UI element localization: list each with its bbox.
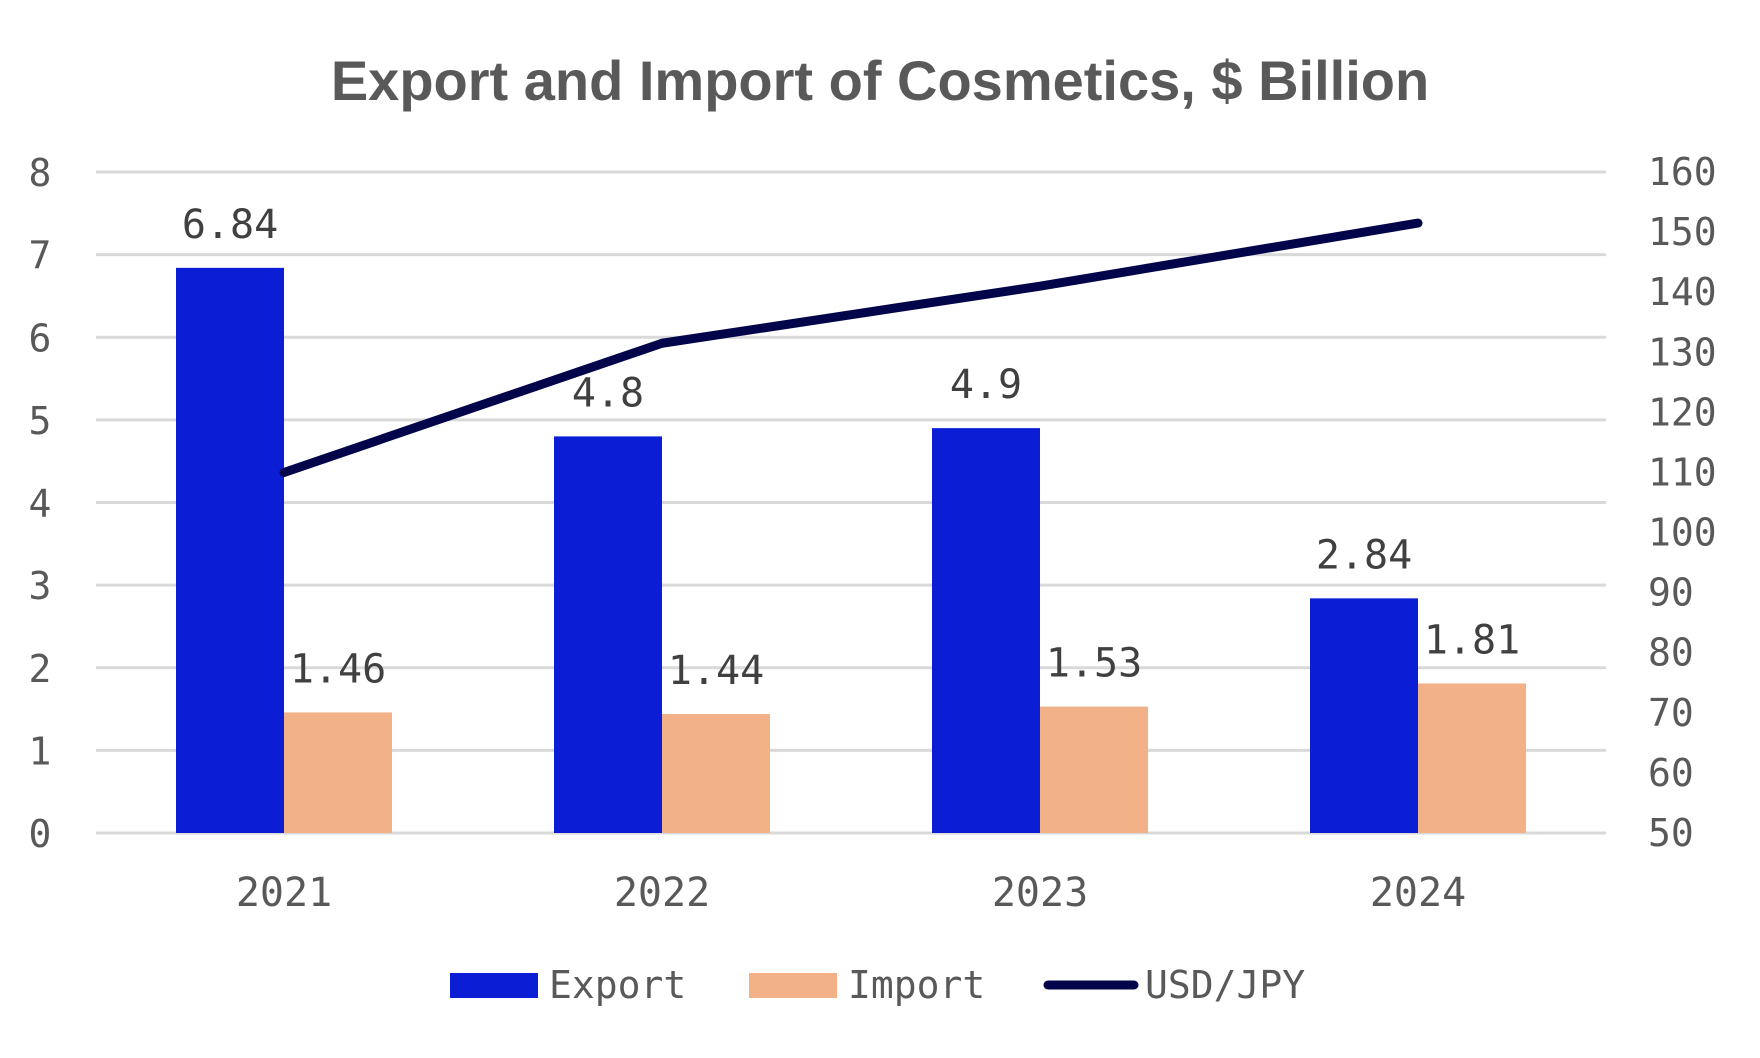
right-axis-tick-label: 120 xyxy=(1648,390,1717,434)
data-label-import-2022: 1.44 xyxy=(668,648,764,694)
left-axis-tick-label: 0 xyxy=(29,812,52,856)
bar-export-2021[interactable] xyxy=(176,267,284,834)
left-axis-tick-label: 6 xyxy=(29,316,52,360)
left-axis-tick-label: 4 xyxy=(29,482,52,526)
data-label-import-2021: 1.46 xyxy=(290,646,386,692)
x-axis-tick-label: 2024 xyxy=(1370,870,1466,916)
right-axis-tick-label: 60 xyxy=(1648,751,1694,795)
line-usd-jpy[interactable] xyxy=(279,218,1423,477)
chart-title: Export and Import of Cosmetics, $ Billio… xyxy=(331,49,1429,112)
right-axis-tick-label: 160 xyxy=(1648,150,1717,194)
usd-jpy-line-series xyxy=(279,218,1423,477)
legend-label-import[interactable]: Import xyxy=(848,963,985,1007)
data-label-export-2021: 6.84 xyxy=(182,202,278,248)
right-axis-tick-label: 50 xyxy=(1648,811,1694,855)
bar-export-2024[interactable] xyxy=(1310,598,1418,833)
right-y-axis: 50 60 70 80 90 100 110 120 130 140 150 160 xyxy=(1648,150,1717,855)
right-axis-tick-label: 70 xyxy=(1648,691,1694,735)
x-axis: 2021 2022 2023 2024 xyxy=(236,870,1466,916)
data-label-import-2024: 1.81 xyxy=(1424,617,1520,663)
right-axis-tick-label: 80 xyxy=(1648,631,1694,675)
right-axis-tick-label: 110 xyxy=(1648,450,1717,494)
legend-swatch-import xyxy=(749,973,837,998)
left-axis-tick-label: 3 xyxy=(29,564,52,608)
right-axis-tick-label: 90 xyxy=(1648,571,1694,615)
bar-import-2023[interactable] xyxy=(1040,706,1148,833)
left-y-axis: 0 1 2 3 4 5 6 7 8 xyxy=(29,151,52,856)
x-axis-tick-label: 2022 xyxy=(614,870,710,916)
data-label-export-2023: 4.9 xyxy=(950,362,1022,408)
bar-import-2024[interactable] xyxy=(1418,683,1526,833)
right-axis-tick-label: 140 xyxy=(1648,270,1717,314)
bar-export-2022[interactable] xyxy=(554,436,662,833)
x-axis-tick-label: 2021 xyxy=(236,870,332,916)
legend-label-usd-jpy[interactable]: USD/JPY xyxy=(1145,963,1305,1007)
left-axis-tick-label: 8 xyxy=(29,151,52,195)
right-axis-tick-label: 150 xyxy=(1648,210,1717,254)
data-label-export-2022: 4.8 xyxy=(572,370,644,416)
left-axis-tick-label: 5 xyxy=(29,399,52,443)
left-axis-tick-label: 1 xyxy=(29,729,52,773)
bar-export-2023[interactable] xyxy=(932,428,1040,833)
legend: Export Import USD/JPY xyxy=(450,963,1305,1007)
left-axis-tick-label: 2 xyxy=(29,647,52,691)
right-axis-tick-label: 130 xyxy=(1648,330,1717,374)
legend-swatch-export xyxy=(450,973,538,998)
right-axis-tick-label: 100 xyxy=(1648,511,1717,555)
data-label-import-2023: 1.53 xyxy=(1046,641,1142,687)
x-axis-tick-label: 2023 xyxy=(992,870,1088,916)
legend-label-export[interactable]: Export xyxy=(549,963,686,1007)
data-labels: 6.84 1.46 4.8 1.44 4.9 1.53 2.84 1.81 xyxy=(182,202,1520,694)
left-axis-tick-label: 7 xyxy=(29,234,52,278)
data-label-export-2024: 2.84 xyxy=(1316,532,1412,578)
bars xyxy=(176,267,1526,834)
bar-import-2022[interactable] xyxy=(662,714,770,833)
bar-import-2021[interactable] xyxy=(284,712,392,833)
